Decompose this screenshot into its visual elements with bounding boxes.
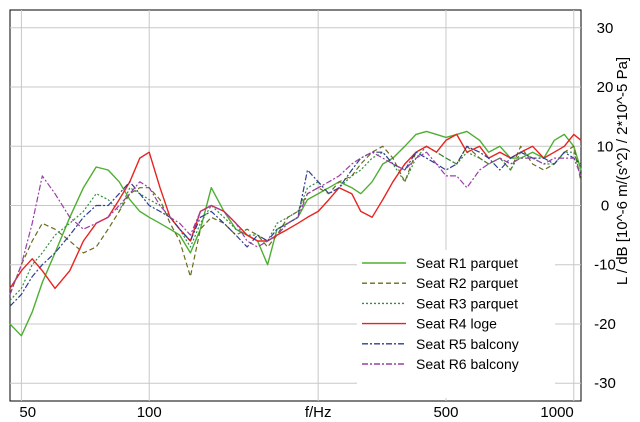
y-tick-label: -30 [594, 375, 616, 392]
legend-label: Seat R6 balcony [416, 356, 519, 372]
series-line [9, 151, 582, 295]
legend-label: Seat R2 parquet [416, 275, 518, 291]
legend: Seat R1 parquet Seat R2 parquet Seat R3 pa… [357, 250, 555, 398]
x-tick-label: f/Hz [305, 404, 332, 421]
y-tick-label: 20 [597, 79, 614, 96]
legend-label: Seat R3 parquet [416, 295, 518, 311]
y-axis-ticks: -30 -20 -10 0 10 20 30 [594, 20, 616, 392]
series-line [9, 145, 582, 307]
y-axis-title: L / dB [10^-6 m/(s^2) / 2*10^-5 Pa] [614, 57, 631, 285]
y-tick-label: 0 [601, 198, 609, 215]
x-tick-label: 1000 [540, 404, 573, 421]
y-tick-label: -10 [594, 257, 616, 274]
y-tick-label: -20 [594, 316, 616, 333]
legend-label: Seat R1 parquet [416, 255, 518, 271]
series-line [9, 145, 582, 301]
series-line [9, 133, 582, 290]
legend-label: Seat R4 loge [416, 316, 497, 332]
y-tick-label: 10 [597, 138, 614, 155]
legend-label: Seat R5 balcony [416, 336, 519, 352]
y-tick-label: 30 [597, 20, 614, 37]
x-tick-label: 100 [137, 404, 162, 421]
x-axis-ticks: 50 100 f/Hz 500 1000 [19, 404, 573, 421]
x-tick-label: 50 [19, 404, 36, 421]
x-tick-label: 500 [433, 404, 458, 421]
series-line [9, 130, 582, 337]
series-layer [9, 130, 582, 337]
